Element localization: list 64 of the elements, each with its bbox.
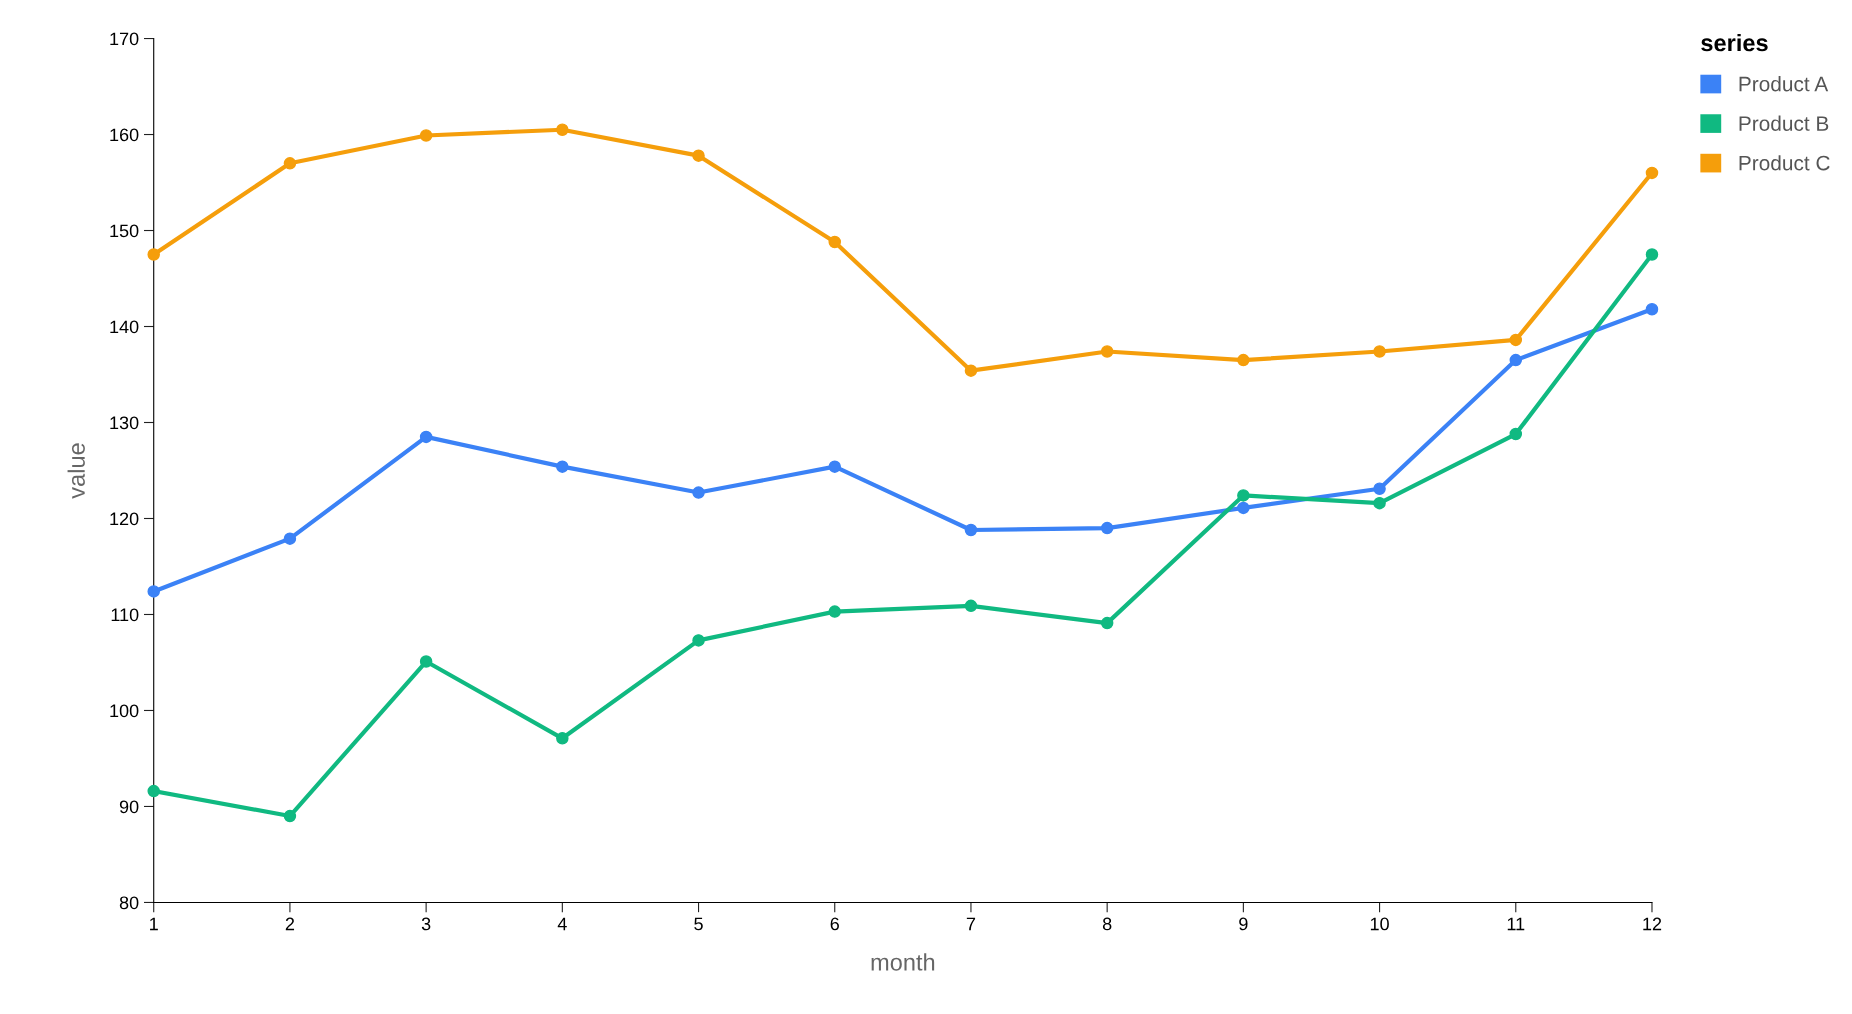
- y-tick-label: 140: [110, 320, 139, 334]
- x-tick-label: 7: [966, 917, 976, 931]
- legend-label: Product B: [1739, 115, 1829, 131]
- point: [1509, 333, 1523, 347]
- point: [692, 149, 705, 162]
- point: [1373, 496, 1386, 510]
- point: [964, 523, 978, 537]
- point: [828, 605, 841, 618]
- point: [1509, 353, 1523, 367]
- point: [692, 486, 705, 499]
- point: [147, 784, 160, 798]
- point: [1645, 166, 1659, 180]
- x-tick-label: 2: [285, 917, 295, 931]
- point: [1237, 501, 1250, 515]
- x-axis-title: month: [871, 953, 935, 971]
- point: [419, 655, 433, 668]
- point: [147, 585, 160, 598]
- point: [1373, 345, 1386, 358]
- point: [1237, 489, 1250, 502]
- x-tick-label: 1: [150, 917, 158, 931]
- x-tick-label: 6: [830, 917, 839, 931]
- y-tick-label: 150: [110, 224, 139, 238]
- x-tick-label: 10: [1370, 917, 1389, 931]
- y-tick-label: 130: [110, 416, 139, 430]
- point: [419, 430, 433, 444]
- x-tick-label: 4: [557, 917, 567, 931]
- point: [1373, 482, 1386, 495]
- x-tick-label: 3: [421, 917, 431, 931]
- point: [964, 599, 978, 613]
- point: [1100, 345, 1114, 358]
- point: [1645, 248, 1659, 261]
- point: [556, 460, 569, 473]
- point: [1509, 427, 1523, 441]
- x-tick-label: 5: [694, 917, 703, 931]
- legend-label: Product C: [1739, 155, 1830, 171]
- point: [692, 634, 705, 647]
- point: [1645, 302, 1659, 316]
- point: [1237, 353, 1250, 367]
- y-tick-label: 120: [110, 512, 139, 526]
- legend-title: series: [1701, 33, 1768, 52]
- point: [828, 460, 841, 473]
- point: [283, 809, 297, 823]
- x-tick-label: 8: [1102, 917, 1112, 931]
- point: [1100, 616, 1114, 630]
- x-tick-label: 12: [1643, 917, 1662, 931]
- x-tick-label: 11: [1507, 917, 1525, 931]
- point: [556, 732, 569, 745]
- point: [556, 123, 569, 136]
- point: [283, 157, 297, 170]
- y-tick-label: 160: [110, 128, 139, 142]
- point: [828, 235, 841, 249]
- point: [283, 532, 297, 545]
- y-tick-label: 110: [111, 608, 139, 622]
- point: [147, 248, 160, 261]
- y-tick-label: 80: [119, 896, 139, 910]
- y-tick-label: 100: [110, 704, 139, 718]
- y-tick-label: 90: [119, 800, 139, 814]
- legend-label: Product A: [1739, 76, 1829, 92]
- y-axis-title: value: [67, 443, 85, 499]
- y-tick-label: 170: [110, 32, 139, 46]
- point: [419, 129, 433, 142]
- x-tick-label: 9: [1239, 917, 1248, 931]
- point: [964, 364, 978, 377]
- point: [1100, 521, 1114, 535]
